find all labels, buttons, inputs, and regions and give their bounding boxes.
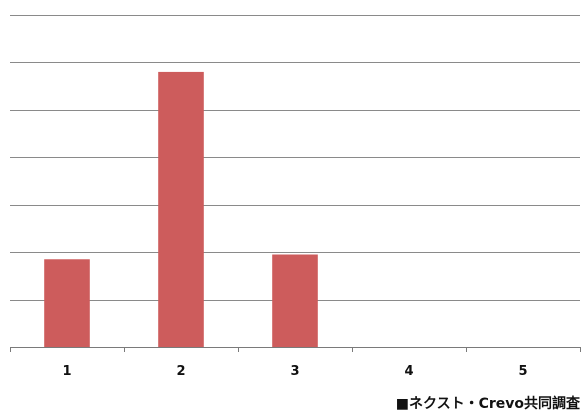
bars — [44, 71, 318, 348]
x-tick-label: 5 — [518, 364, 527, 379]
bar-2 — [158, 71, 204, 348]
bar-1 — [44, 259, 90, 347]
gridlines — [10, 15, 580, 301]
x-tick-label: 4 — [404, 364, 413, 379]
x-tick-label: 2 — [176, 364, 185, 379]
source-note: ■ネクスト・Crevo共同調査 — [395, 396, 580, 412]
x-tick-label: 1 — [62, 364, 71, 379]
x-tick-labels: 1 2 3 4 5 — [62, 364, 527, 379]
x-axis — [10, 347, 581, 352]
x-tick-label: 3 — [290, 364, 299, 379]
bar-3 — [272, 254, 318, 347]
